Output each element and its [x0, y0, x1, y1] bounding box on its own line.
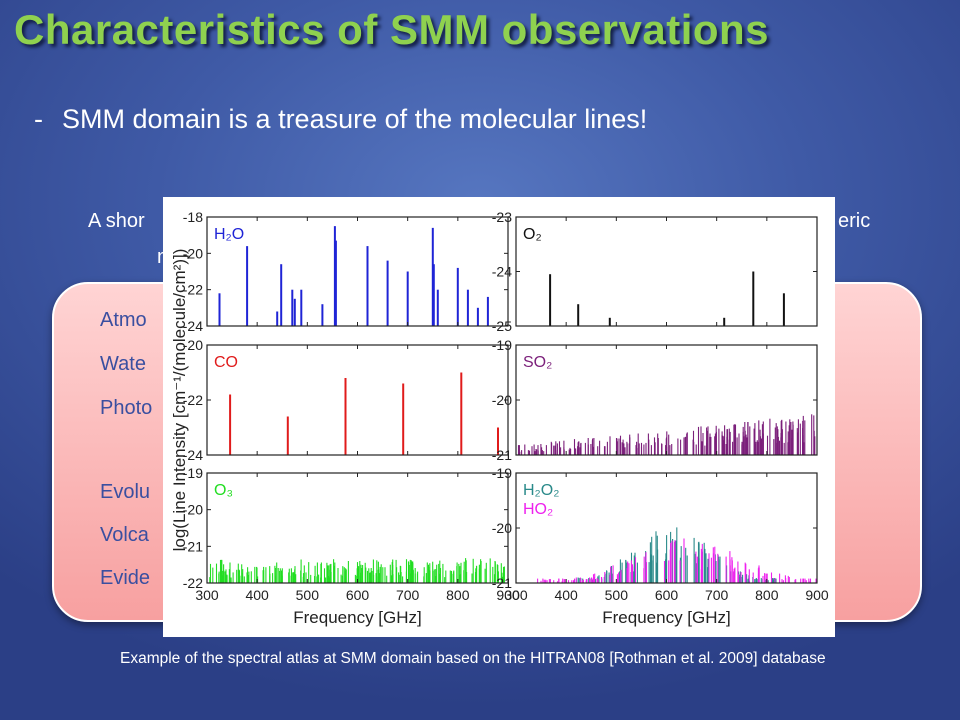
y-tick-label: -19 — [492, 337, 512, 353]
topic-item: Evolu — [100, 481, 151, 503]
x-axis-label: Frequency [GHz] — [602, 608, 731, 627]
topic-item: Atmo — [100, 309, 147, 331]
x-tick-label: 900 — [496, 587, 520, 603]
panel-label: CO — [214, 354, 238, 371]
topic-item: Volca — [100, 524, 149, 546]
bullet-line: - SMM domain is a treasure of the molecul… — [34, 104, 647, 135]
spectral-atlas-figure: -24 -22 -20 -18 H₂O -25 -24 -23 O₂ -24 -22 -20 CO -21… — [163, 197, 835, 637]
y-tick-label: -20 — [183, 245, 203, 261]
y-tick-label: -20 — [492, 520, 512, 536]
topic-item: Evide — [100, 567, 151, 589]
intro-text-left: A shor — [88, 210, 145, 232]
x-tick-label: 800 — [446, 587, 470, 603]
bullet-text: SMM domain is a treasure of the molecula… — [62, 104, 648, 134]
y-tick-label: -21 — [492, 447, 512, 463]
x-tick-label: 800 — [755, 587, 779, 603]
panel-label: SO₂ — [523, 354, 552, 371]
panel-label: H₂O — [214, 226, 244, 243]
y-tick-label: -21 — [183, 538, 203, 554]
panel-label: H₂O₂ — [523, 482, 559, 499]
y-tick-label: -20 — [492, 392, 512, 408]
y-tick-label: -22 — [183, 575, 203, 591]
topic-item: Photo — [100, 397, 153, 419]
y-tick-label: -18 — [183, 209, 203, 225]
y-tick-label: -22 — [183, 392, 203, 408]
y-tick-label: -24 — [492, 264, 512, 280]
x-tick-label: 700 — [396, 587, 420, 603]
y-tick-label: -23 — [492, 209, 512, 225]
x-tick-label: 600 — [346, 587, 370, 603]
panel-label: HO₂ — [523, 501, 553, 518]
y-tick-label: -19 — [183, 465, 203, 481]
panel-label: O₂ — [523, 226, 542, 243]
y-tick-label: -24 — [183, 318, 203, 334]
x-tick-label: 700 — [705, 587, 729, 603]
figure-caption: Example of the spectral atlas at SMM dom… — [120, 650, 826, 667]
x-tick-label: 400 — [245, 587, 269, 603]
y-tick-label: -21 — [492, 575, 512, 591]
spectral-atlas-svg: -24 -22 -20 -18 H₂O -25 -24 -23 O₂ -24 -22 -20 CO -21… — [170, 209, 829, 627]
topic-item: Wate — [100, 353, 146, 375]
y-tick-label: -24 — [183, 447, 203, 463]
x-tick-label: 500 — [605, 587, 629, 603]
intro-text-right: eric — [838, 210, 871, 232]
y-tick-label: -19 — [492, 465, 512, 481]
x-tick-label: 300 — [195, 587, 219, 603]
panel-frame — [206, 344, 509, 456]
x-tick-label: 600 — [655, 587, 679, 603]
x-tick-label: 500 — [296, 587, 320, 603]
panel-frame — [515, 216, 818, 327]
x-tick-label: 400 — [554, 587, 578, 603]
x-axis-label: Frequency [GHz] — [293, 608, 422, 627]
bullet-dash: - — [34, 104, 43, 134]
y-tick-label: -25 — [492, 318, 512, 334]
x-tick-label: 900 — [805, 587, 829, 603]
x-tick-label: 300 — [504, 587, 528, 603]
y-tick-label: -22 — [183, 282, 203, 298]
slide-title: Characteristics of SMM observations — [14, 6, 770, 53]
y-axis-label: log(Line Intensity [cm⁻¹/(molecule/cm²)]… — [170, 249, 189, 552]
panel-frame — [206, 216, 509, 327]
panel-label: O₃ — [214, 482, 233, 499]
y-tick-label: -20 — [183, 502, 203, 518]
y-tick-label: -20 — [183, 337, 203, 353]
